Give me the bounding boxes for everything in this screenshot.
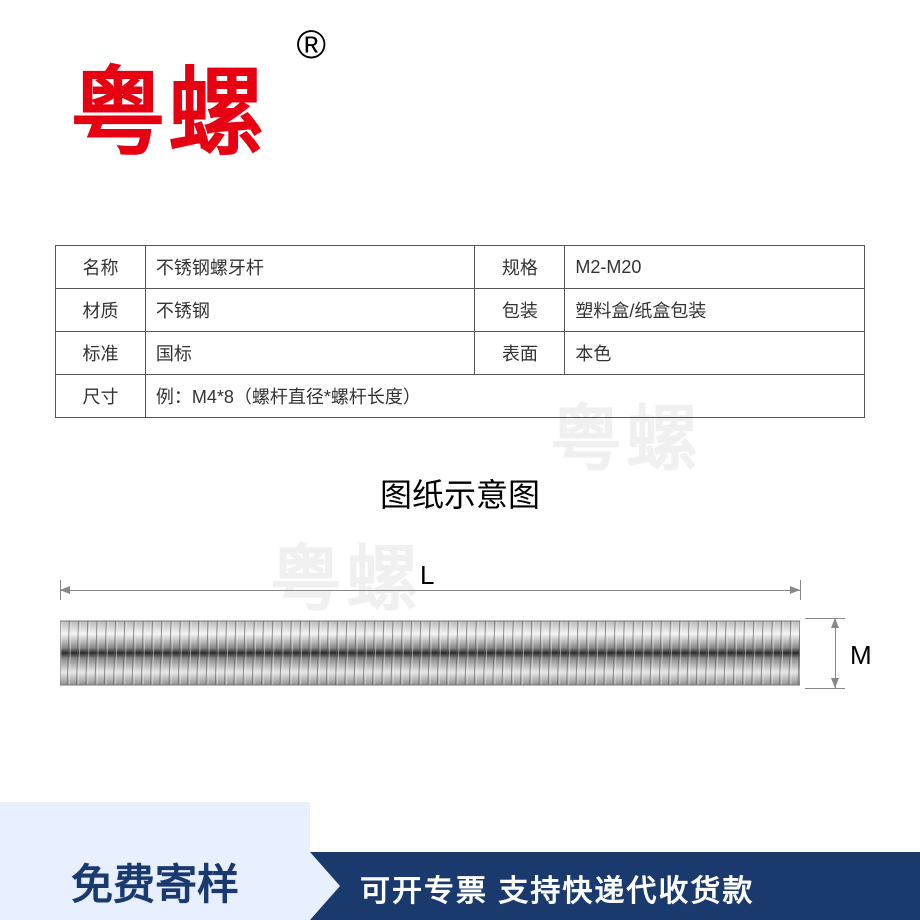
table-row: 材质 不锈钢 包装 塑料盒/纸盒包装: [56, 289, 865, 332]
cell-label: 表面: [475, 332, 565, 375]
cell-label: 名称: [56, 246, 146, 289]
banner-right-text: 可开专票 支持快递代收货款: [360, 866, 754, 910]
banner-light: 免费寄样: [0, 802, 310, 920]
arrow-down-icon: [831, 678, 839, 688]
brand-name: 粤螺: [70, 60, 266, 167]
registered-mark: ®: [297, 23, 326, 68]
brand-logo: 粤螺 ®: [70, 35, 266, 174]
cell-value: M2-M20: [565, 246, 865, 289]
cell-value: 例：M4*8（螺杆直径*螺杆长度）: [145, 375, 864, 418]
cell-value: 塑料盒/纸盒包装: [565, 289, 865, 332]
spec-table: 名称 不锈钢螺牙杆 规格 M2-M20 材质 不锈钢 包装 塑料盒/纸盒包装 标…: [55, 245, 865, 418]
arrow-right-icon: [790, 586, 800, 594]
cell-label: 尺寸: [56, 375, 146, 418]
dimension-tick: [805, 618, 845, 619]
cell-label: 包装: [475, 289, 565, 332]
cell-value: 不锈钢: [145, 289, 475, 332]
banner-left-text: 免费寄样: [71, 851, 239, 912]
diagram-area: L M: [60, 570, 870, 730]
cell-value: 国标: [145, 332, 475, 375]
cell-label: 规格: [475, 246, 565, 289]
table-row: 名称 不锈钢螺牙杆 规格 M2-M20: [56, 246, 865, 289]
diagram-title: 图纸示意图: [0, 470, 920, 516]
length-label: L: [420, 560, 434, 591]
cell-value: 本色: [565, 332, 865, 375]
table-row: 标准 国标 表面 本色: [56, 332, 865, 375]
promo-banner: 免费寄样 可开专票 支持快递代收货款: [0, 852, 920, 920]
arrow-left-icon: [60, 586, 70, 594]
cell-label: 材质: [56, 289, 146, 332]
table-row: 尺寸 例：M4*8（螺杆直径*螺杆长度）: [56, 375, 865, 418]
cell-value: 不锈钢螺牙杆: [145, 246, 475, 289]
rod-svg: [60, 618, 800, 688]
diameter-label: M: [850, 640, 872, 671]
dimension-tick: [805, 688, 845, 689]
threaded-rod: [60, 618, 800, 688]
cell-label: 标准: [56, 332, 146, 375]
dimension-tick: [800, 580, 801, 600]
arrow-up-icon: [831, 618, 839, 628]
